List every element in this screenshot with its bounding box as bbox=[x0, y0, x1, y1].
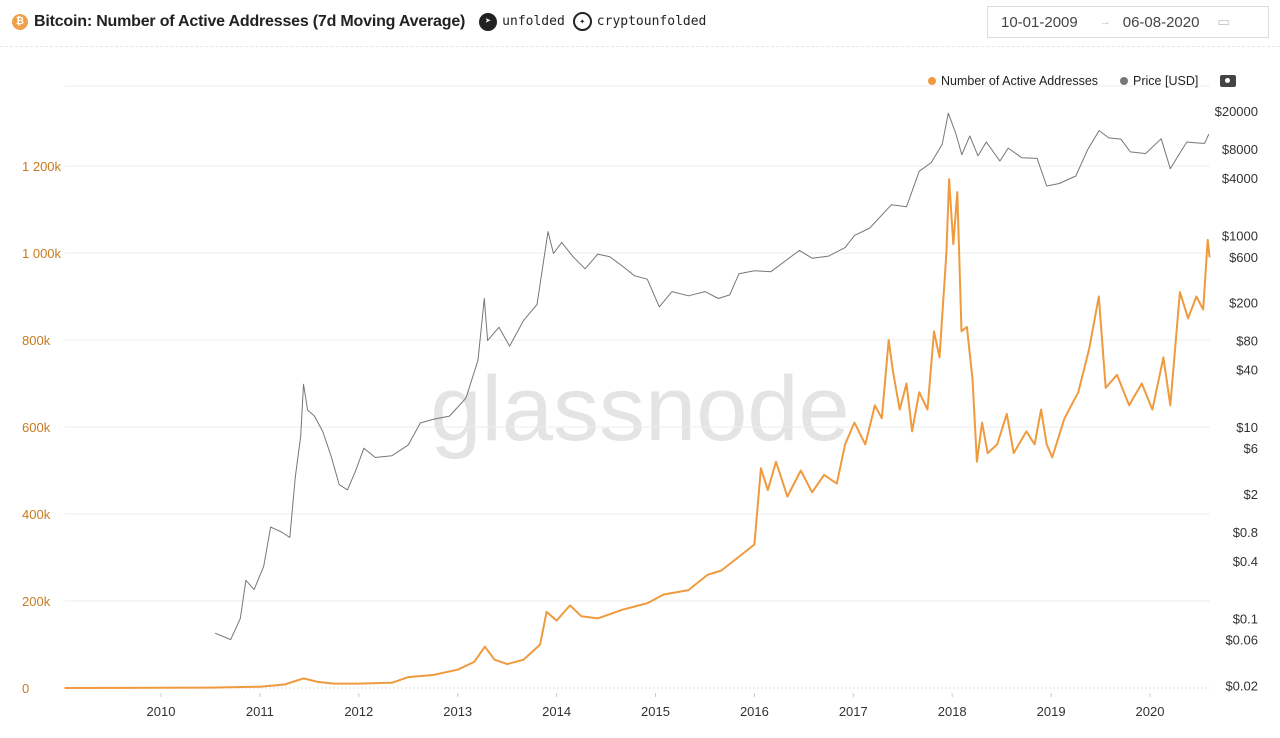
date-from-input[interactable]: 10-01-2009 bbox=[1001, 13, 1078, 31]
y-right-tick-label: $4000 bbox=[1222, 171, 1258, 186]
bitcoin-icon: ₿ bbox=[12, 13, 28, 30]
x-tick-label: 2019 bbox=[1037, 704, 1066, 719]
date-range-picker[interactable]: 10-01-2009 → 06-08-2020 ▭ bbox=[987, 6, 1269, 38]
camera-icon[interactable] bbox=[1220, 75, 1237, 87]
y-right-tick-label: $200 bbox=[1229, 295, 1258, 310]
series-line-active-addresses bbox=[64, 178, 1211, 689]
x-tick-label: 2014 bbox=[542, 704, 571, 719]
x-tick-label: 2015 bbox=[641, 704, 670, 719]
y-right-tick-label: $40 bbox=[1236, 362, 1258, 377]
date-separator: → bbox=[1099, 16, 1111, 28]
x-tick-label: 2017 bbox=[839, 704, 868, 719]
legend-swatch-price bbox=[1120, 77, 1129, 85]
y-right-tick-label: $1000 bbox=[1222, 229, 1258, 244]
calendar-icon[interactable]: ▭ bbox=[1217, 14, 1230, 29]
telegram-icon[interactable]: ➤ bbox=[479, 12, 498, 31]
y-right-tick-label: $6 bbox=[1244, 441, 1258, 456]
legend-label-price: Price [USD] bbox=[1133, 74, 1199, 88]
chart-title: Bitcoin: Number of Active Addresses (7d … bbox=[34, 12, 466, 30]
legend-item-price[interactable]: Price [USD] bbox=[1120, 74, 1198, 88]
y-left-tick-label: 800k bbox=[22, 333, 51, 348]
y-right-tick-label: $0.8 bbox=[1233, 525, 1258, 540]
y-right-tick-label: $600 bbox=[1229, 250, 1258, 265]
y-right-tick-label: $0.1 bbox=[1233, 611, 1258, 626]
header-bar: ₿ Bitcoin: Number of Active Addresses (7… bbox=[0, 0, 1280, 47]
y-left-tick-label: 0 bbox=[22, 681, 29, 696]
y-right-tick-label: $80 bbox=[1236, 334, 1258, 349]
x-tick-label: 2012 bbox=[344, 704, 373, 719]
legend-item-addresses[interactable]: Number of Active Addresses bbox=[928, 74, 1098, 88]
legend-swatch-addresses bbox=[928, 77, 936, 85]
telegram-handle[interactable]: unfolded bbox=[502, 14, 565, 29]
y-left-tick-label: 1 000k bbox=[22, 246, 62, 261]
watermark: glassnode bbox=[430, 358, 849, 460]
x-tick-label: 2016 bbox=[740, 704, 769, 719]
y-left-tick-label: 400k bbox=[22, 507, 51, 522]
y-right-tick-label: $10 bbox=[1236, 420, 1258, 435]
x-tick-label: 2011 bbox=[246, 704, 274, 719]
twitter-handle[interactable]: cryptounfolded bbox=[596, 14, 707, 29]
x-tick-label: 2020 bbox=[1136, 704, 1165, 719]
y-left-tick-label: 200k bbox=[22, 594, 51, 609]
y-left-tick-label: 600k bbox=[22, 420, 51, 435]
series-line-price bbox=[214, 112, 1210, 641]
x-tick-label: 2010 bbox=[147, 704, 176, 719]
y-right-tick-label: $8000 bbox=[1222, 142, 1258, 157]
twitter-icon[interactable]: ✦ bbox=[572, 12, 592, 31]
social-links: ➤ unfolded ✦ cryptounfolded bbox=[479, 12, 714, 31]
y-right-tick-label: $0.4 bbox=[1233, 554, 1258, 569]
x-tick-label: 2018 bbox=[938, 704, 967, 719]
y-left-tick-label: 1 200k bbox=[22, 159, 62, 174]
y-right-tick-label: $2 bbox=[1244, 487, 1258, 502]
x-tick-label: 2013 bbox=[443, 704, 472, 719]
y-right-tick-label: $20000 bbox=[1215, 104, 1258, 119]
y-right-tick-label: $0.06 bbox=[1225, 633, 1258, 648]
title-group: ₿ Bitcoin: Number of Active Addresses (7… bbox=[12, 12, 714, 31]
y-right-tick-label: $0.02 bbox=[1225, 678, 1258, 693]
legend: Number of Active Addresses Price [USD] bbox=[928, 74, 1237, 88]
date-to-input[interactable]: 06-08-2020 bbox=[1122, 13, 1200, 31]
legend-label-addresses: Number of Active Addresses bbox=[941, 74, 1099, 88]
